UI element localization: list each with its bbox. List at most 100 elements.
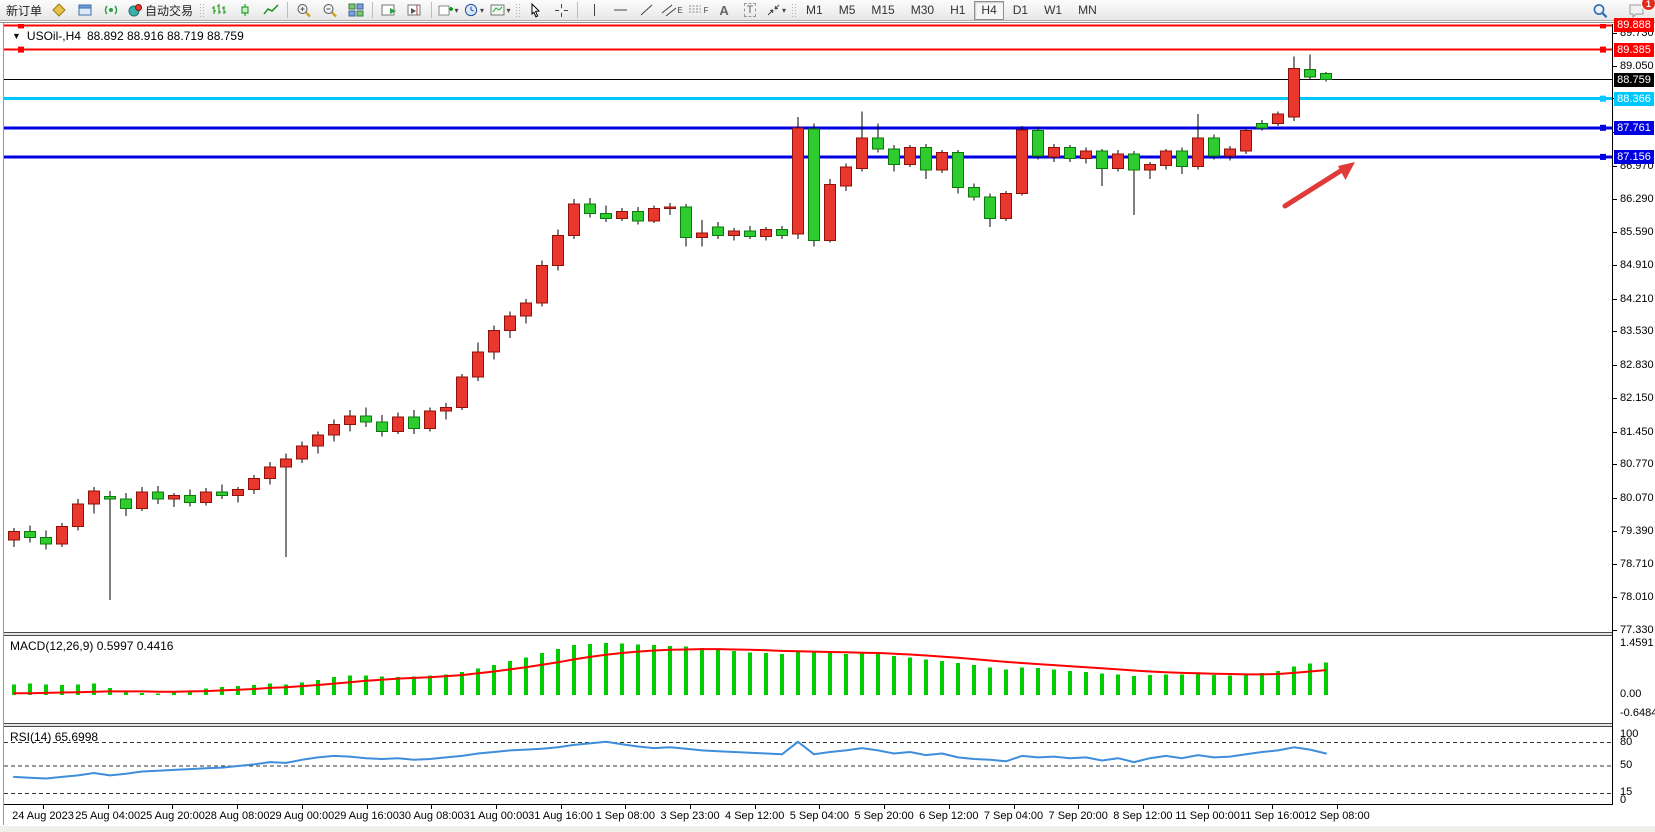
bar-chart-button[interactable] — [206, 1, 232, 20]
zoom-out-button[interactable] — [317, 1, 343, 20]
axis-label: 81.450 — [1620, 425, 1654, 438]
text-tool[interactable]: A — [711, 1, 737, 20]
arrows-tool[interactable]: ▾ — [763, 1, 789, 20]
bar-chart-icon — [212, 4, 227, 14]
fibonacci-icon — [688, 5, 701, 13]
pane-splitter[interactable] — [4, 723, 1612, 727]
time-tick-mark — [754, 805, 756, 809]
main-chart[interactable] — [4, 24, 1612, 632]
line-chart-button[interactable] — [258, 1, 284, 20]
period-button[interactable]: ▾ — [461, 1, 487, 20]
rsi-label: RSI(14) 65.6998 — [10, 730, 99, 744]
timeframe-group: M1 M5 M15 M30 H1 H4 D1 W1 MN — [798, 0, 1105, 20]
time-label: 31 Aug 00:00 — [463, 810, 529, 822]
axis-label: 15 — [1620, 786, 1633, 798]
template-icon — [490, 4, 505, 16]
axis-label: 78.010 — [1620, 591, 1654, 604]
time-label: 6 Sep 12:00 — [919, 810, 979, 822]
price-flag: 88.759 — [1614, 72, 1654, 87]
data-window-icon[interactable] — [72, 1, 98, 20]
axis-tick-mark — [1612, 265, 1617, 267]
price-axis[interactable]: 89.73089.05088.37087.67086.97086.29085.5… — [1612, 0, 1655, 832]
time-tick-mark — [884, 805, 886, 809]
price-flag: 88.366 — [1614, 91, 1654, 106]
timeframe-mn[interactable]: MN — [1078, 3, 1097, 17]
fibonacci-tool[interactable]: F — [685, 1, 711, 20]
axis-label: 85.590 — [1620, 226, 1654, 239]
chart-shift-button[interactable] — [402, 1, 428, 20]
tile-windows-button[interactable] — [343, 1, 369, 20]
axis-label: 83.530 — [1620, 325, 1654, 338]
rsi-pane[interactable] — [4, 727, 1612, 805]
axis-tick-mark — [1612, 365, 1617, 367]
template-button[interactable]: ▾ — [487, 1, 513, 20]
time-tick-mark — [1078, 805, 1080, 809]
time-tick-mark — [1337, 805, 1338, 809]
price-flag: 89.385 — [1614, 42, 1654, 57]
axis-label: 89.050 — [1620, 59, 1654, 72]
auto-scroll-button[interactable] — [376, 1, 402, 20]
candlestick-icon — [241, 4, 249, 16]
timeframe-w1[interactable]: W1 — [1044, 3, 1063, 17]
timeframe-m30[interactable]: M30 — [910, 3, 935, 17]
axis-label: 82.150 — [1620, 391, 1654, 404]
autotrading-button[interactable]: 自动交易 — [124, 1, 197, 20]
auto-scroll-icon — [381, 4, 396, 16]
axis-label: 80.070 — [1620, 492, 1654, 505]
market-watch-icon[interactable] — [46, 1, 72, 20]
cursor-icon — [531, 2, 541, 17]
time-tick-mark — [1272, 805, 1274, 809]
timeframe-h4[interactable]: H4 — [974, 0, 1004, 20]
time-tick-mark — [1142, 805, 1144, 809]
search-icon — [1593, 3, 1607, 18]
time-label: 24 Aug 2023 — [12, 810, 74, 822]
time-label: 11 Sep 16:00 — [1239, 810, 1305, 822]
symbol-label: USOil-,H4 — [26, 29, 81, 43]
time-tick-mark — [625, 805, 627, 809]
zoom-in-button[interactable] — [291, 1, 317, 20]
axis-label: 100 — [1620, 728, 1639, 740]
label-tool-label: T — [743, 3, 757, 17]
time-tick-mark — [431, 805, 433, 809]
time-label: 25 Aug 04:00 — [75, 810, 141, 822]
horizontal-line-icon — [613, 9, 627, 11]
notifications-button[interactable]: 1 — [1623, 0, 1655, 20]
trendline-tool[interactable] — [633, 1, 659, 20]
timeframe-m5[interactable]: M5 — [838, 3, 856, 17]
new-order-button[interactable]: 新订单 — [6, 3, 43, 18]
window-left-edge — [3, 22, 4, 825]
toolbar-grip[interactable] — [515, 2, 521, 18]
autotrading-label: 自动交易 — [145, 3, 194, 18]
axis-label: 82.830 — [1620, 359, 1654, 372]
pane-splitter[interactable] — [4, 632, 1612, 636]
channel-tool[interactable]: E — [659, 1, 685, 20]
crosshair-button[interactable] — [548, 1, 574, 20]
crosshair-icon — [554, 3, 568, 17]
axis-tick-mark — [1612, 198, 1617, 200]
search-button[interactable] — [1587, 1, 1613, 20]
timeframe-d1[interactable]: D1 — [1012, 3, 1029, 17]
time-tick-mark — [107, 805, 109, 809]
timeframe-h1[interactable]: H1 — [950, 3, 966, 17]
toolbar-grip[interactable] — [791, 2, 797, 18]
macd-pane[interactable] — [4, 636, 1612, 723]
horizontal-line-tool[interactable] — [607, 1, 633, 20]
add-indicator-button[interactable]: ▾ — [435, 1, 461, 20]
chart-title[interactable]: ▼ USOil-,H4 88.892 88.916 88.719 88.759 — [12, 29, 244, 43]
time-label: 7 Sep 20:00 — [1048, 810, 1108, 822]
vertical-line-tool[interactable] — [581, 1, 607, 20]
cursor-button[interactable] — [522, 1, 548, 20]
axis-label: 84.910 — [1620, 259, 1654, 272]
chevron-down-icon: ▾ — [480, 5, 485, 15]
navigator-icon[interactable] — [98, 1, 124, 20]
candlestick-button[interactable] — [232, 1, 258, 20]
time-tick-mark — [819, 805, 821, 809]
price-flag: 87.761 — [1614, 120, 1654, 135]
toolbar-grip[interactable] — [199, 2, 205, 18]
timeframe-m1[interactable]: M1 — [806, 3, 823, 17]
time-label: 29 Aug 00:00 — [269, 810, 335, 822]
chevron-down-icon: ▾ — [506, 5, 511, 15]
line-chart-icon — [263, 4, 279, 15]
timeframe-m15[interactable]: M15 — [871, 3, 895, 17]
text-label-tool[interactable]: T — [737, 1, 763, 20]
